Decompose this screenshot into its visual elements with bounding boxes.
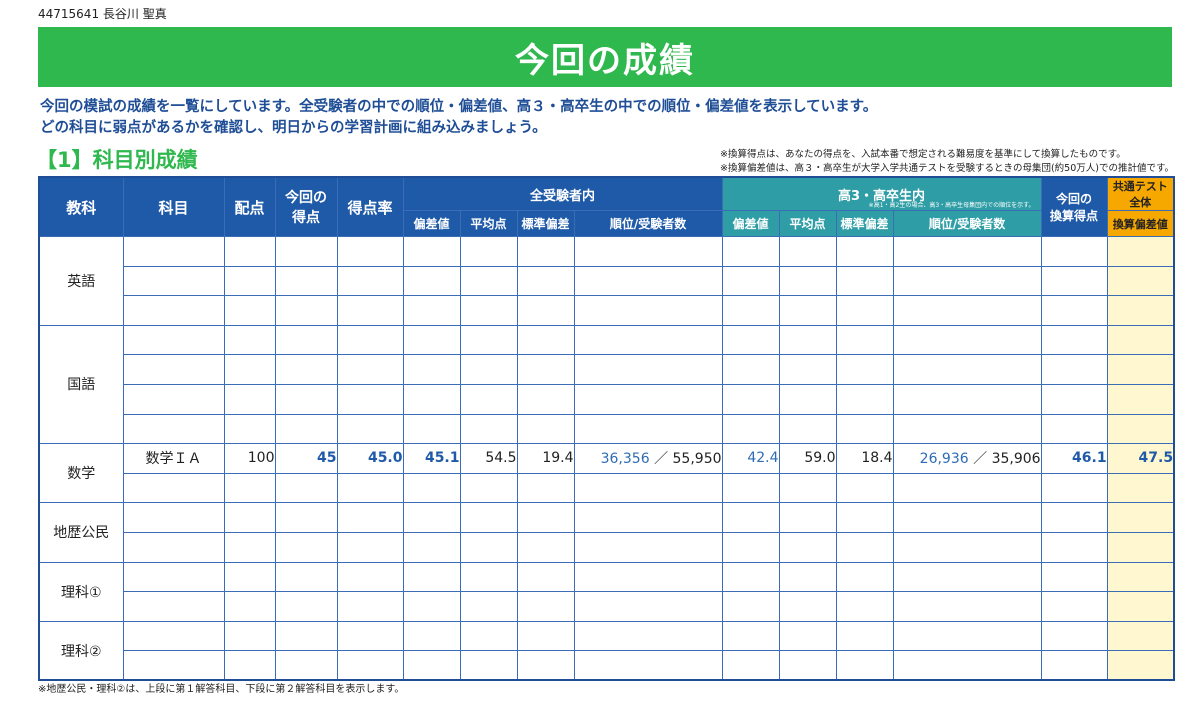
intro-text: 今回の模試の成績を一覧にしています。全受験者の中での順位・偏差値、高３・高卒生の… xyxy=(40,97,877,139)
subject-rika2: 理科② xyxy=(38,620,124,681)
math-koko-rank: 26,936 xyxy=(919,451,969,468)
header-ritsu: 得点率 xyxy=(336,176,404,237)
math-all-rank: 36,356 xyxy=(600,451,650,468)
header-all-group: 全受験者内 xyxy=(402,176,723,211)
header-kansan-tokuten: 今回の 換算得点 xyxy=(1040,176,1108,237)
header-koko-heikin: 平均点 xyxy=(778,210,837,237)
math-all-total: 55,950 xyxy=(672,451,722,468)
header-kansan-line1: 今回の xyxy=(1056,192,1093,206)
notes: ※換算得点は、あなたの得点を、入試本番で想定される難易度を基準にして換算したもの… xyxy=(720,148,1174,176)
subject-rika1: 理科① xyxy=(38,561,124,622)
header-all-juni: 順位/受験者数 xyxy=(573,210,723,237)
math-koko-hensachi: 42.4 xyxy=(721,443,780,474)
header-tokuten-line2: 得点 xyxy=(292,210,320,226)
math-kamoku: 数学ＩＡ xyxy=(122,443,225,474)
header-kamoku: 科目 xyxy=(122,176,225,237)
header-kyoka: 教科 xyxy=(38,176,124,237)
math-koko-rank-cell: 26,936 ／ 35,906 xyxy=(892,443,1042,474)
header-all-hyojun: 標準偏差 xyxy=(516,210,575,237)
header-koko-note: ※高1・高2生の場合、高3・高卒生母集団内での順位を示す。 xyxy=(868,202,1035,209)
subject-eigo: 英語 xyxy=(38,236,124,326)
math-koko-heikin: 59.0 xyxy=(778,443,837,474)
math-kansan-hensachi: 47.5 xyxy=(1106,443,1175,474)
math-koko-total: 35,906 xyxy=(991,451,1041,468)
intro-line-1: 今回の模試の成績を一覧にしています。全受験者の中での順位・偏差値、高３・高卒生の… xyxy=(40,99,878,115)
header-tokuten-line1: 今回の xyxy=(285,190,327,206)
math-row: 数学 数学ＩＡ 100 45 45.0 45.1 54.5 19.4 36,35… xyxy=(38,443,1175,504)
math-haiten: 100 xyxy=(223,443,276,474)
math-tokuten: 45 xyxy=(274,443,338,474)
header-kyotsu-test: 共通テスト全体 xyxy=(1106,176,1175,211)
header-tokuten: 今回の 得点 xyxy=(274,176,338,237)
header-kansan-hensachi: 換算偏差値 xyxy=(1106,210,1175,237)
header-koko-hyojun: 標準偏差 xyxy=(835,210,894,237)
math-all-hyojun: 19.4 xyxy=(516,443,575,474)
math-koko-hyojun: 18.4 xyxy=(835,443,894,474)
header-koko-hensachi: 偏差値 xyxy=(721,210,780,237)
subject-chirekikomin: 地歴公民 xyxy=(38,502,124,563)
section-title: 【1】科目別成績 xyxy=(36,148,198,172)
page-title-banner: 今回の成績 xyxy=(38,27,1172,87)
header-all-hensachi: 偏差値 xyxy=(402,210,461,237)
header-kansan-line2: 換算得点 xyxy=(1050,209,1099,223)
footnote: ※地歴公民・理科②は、上段に第１解答科目、下段に第２解答科目を表示します。 xyxy=(38,684,405,695)
math-tokuten-ritsu: 45.0 xyxy=(336,443,404,474)
header-koko-group: 高3・高卒生内 ※高1・高2生の場合、高3・高卒生母集団内での順位を示す。 xyxy=(721,176,1042,211)
subject-kokugo: 国語 xyxy=(38,324,124,445)
math-all-rank-sep: ／ xyxy=(654,451,669,468)
math-all-hensachi: 45.1 xyxy=(402,443,461,474)
score-table-body: 英語 国語 数学 数学ＩＡ 100 45 45.0 45.1 54.5 19.4… xyxy=(38,236,1175,681)
subject-sugaku: 数学 xyxy=(38,443,124,504)
header-all-heikin: 平均点 xyxy=(459,210,518,237)
student-id-name: 44715641 長谷川 聖真 xyxy=(38,7,167,21)
math-all-rank-cell: 36,356 ／ 55,950 xyxy=(573,443,723,474)
header-koko-group-label: 高3・高卒生内 xyxy=(838,188,926,204)
math-koko-rank-sep: ／ xyxy=(973,451,988,468)
note-kansan-tokuten: ※換算得点は、あなたの得点を、入試本番で想定される難易度を基準にして換算したもの… xyxy=(719,149,1126,160)
intro-line-2: どの科目に弱点があるかを確認し、明日からの学習計画に組み込みましょう。 xyxy=(40,120,547,136)
score-table: 教科 科目 配点 今回の 得点 得点率 全受験者内 高3・高卒生内 ※高1・高2… xyxy=(38,176,1176,682)
header-koko-juni: 順位/受験者数 xyxy=(892,210,1042,237)
math-kansan-tokuten: 46.1 xyxy=(1040,443,1108,474)
note-kansan-hensachi: ※換算偏差値は、高３・高卒生が大学入学共通テストを受験するときの母集団(約50万… xyxy=(719,163,1174,174)
math-all-heikin: 54.5 xyxy=(459,443,518,474)
header-haiten: 配点 xyxy=(223,176,276,237)
